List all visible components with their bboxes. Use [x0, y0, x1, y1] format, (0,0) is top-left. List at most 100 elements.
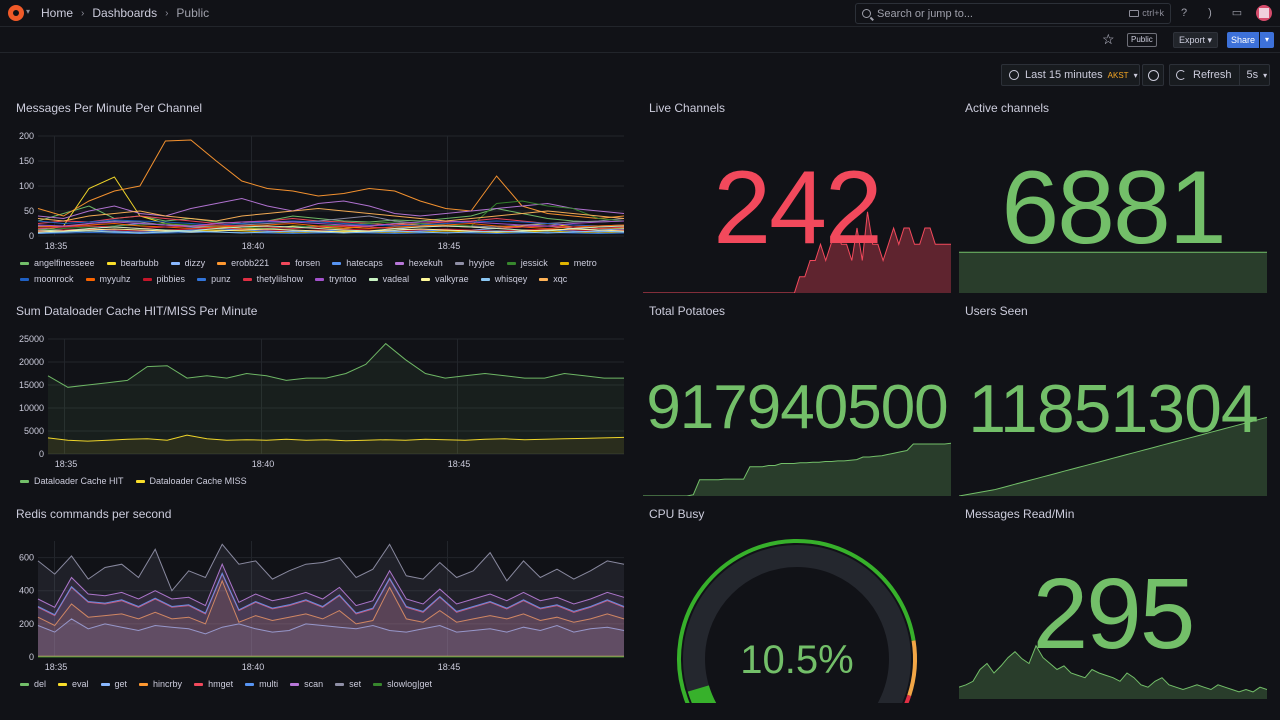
search-placeholder: Search or jump to... — [877, 7, 973, 20]
legend-item[interactable]: myyuhz — [85, 273, 131, 285]
monitor-icon[interactable]: ▭ — [1231, 7, 1243, 19]
y-tick-label: 200 — [19, 131, 34, 141]
legend-swatch — [20, 277, 29, 281]
panel-active-channels: Active channels 6881 — [959, 101, 1267, 293]
legend-item[interactable]: eval — [58, 678, 89, 690]
breadcrumb-home[interactable]: Home — [41, 6, 74, 20]
panel-title[interactable]: Sum Dataloader Cache HIT/MISS Per Minute — [16, 304, 258, 318]
messages-chart[interactable]: 0 50 100 150 200 18:35 18:40 18:45 — [16, 125, 628, 275]
legend-swatch — [290, 682, 300, 686]
series-line — [37, 228, 625, 233]
legend-item[interactable]: bearbubb — [106, 257, 159, 269]
legend-item[interactable]: Dataloader Cache MISS — [135, 475, 247, 487]
share-button[interactable]: Share — [1227, 32, 1259, 48]
panel-title[interactable]: Messages Per Minute Per Channel — [16, 101, 203, 115]
legend-label: tryntoo — [329, 274, 357, 284]
x-tick-label: 18:45 — [438, 241, 461, 251]
help-icon[interactable]: ? — [1180, 7, 1188, 19]
legend-item[interactable]: hexekuh — [394, 257, 443, 269]
total-potatoes-value: 917940500 — [646, 373, 948, 442]
legend-label: del — [34, 679, 47, 689]
time-range-picker[interactable]: Last 15 minutes AKST ▾ — [1001, 64, 1140, 86]
refresh-interval[interactable]: 5s — [1246, 69, 1259, 81]
series-line — [37, 139, 625, 220]
cache-legend: Dataloader Cache HIT Dataloader Cache MIS… — [20, 475, 620, 487]
legend-item[interactable]: forsen — [281, 257, 320, 269]
y-tick-label: 10000 — [19, 403, 44, 413]
legend-label: angelfinesseee — [34, 258, 95, 268]
legend-item[interactable]: vadeal — [368, 273, 409, 285]
cpu-gauge — [677, 539, 917, 703]
legend-item[interactable]: valkyrae — [421, 273, 469, 285]
legend-swatch — [332, 261, 342, 265]
y-tick-label: 150 — [19, 156, 34, 166]
legend-item[interactable]: pibbies — [142, 273, 186, 285]
legend-item[interactable]: erobb221 — [217, 257, 269, 269]
legend-swatch — [245, 682, 255, 686]
panel-title[interactable]: Messages Read/Min — [965, 507, 1075, 521]
chevron-down-icon[interactable]: ▾ — [26, 7, 31, 16]
sparkline — [959, 644, 1267, 693]
legend-label: valkyrae — [435, 274, 469, 284]
legend-item[interactable]: moonrock — [20, 273, 74, 285]
refresh-label: Refresh — [1193, 69, 1232, 81]
legend-item[interactable]: punz — [197, 273, 231, 285]
panel-title[interactable]: Active channels — [965, 101, 1050, 115]
legend-item[interactable]: slowlog|get — [373, 678, 432, 690]
sparkline — [643, 442, 951, 496]
series-line — [37, 225, 625, 232]
legend-item[interactable]: hincrby — [139, 678, 182, 690]
avatar[interactable] — [1256, 5, 1272, 21]
zoom-out-button[interactable] — [1142, 64, 1164, 86]
y-tick-label: 50 — [24, 206, 34, 216]
messages-read-value: 295 — [1032, 558, 1196, 670]
legend-item[interactable]: hmget — [194, 678, 233, 690]
grafana-logo-icon[interactable] — [8, 5, 24, 21]
legend-swatch — [170, 261, 180, 265]
legend-label: Dataloader Cache MISS — [149, 476, 247, 486]
legend-label: forsen — [295, 258, 321, 268]
legend-item[interactable]: jessick — [506, 257, 548, 269]
panel-title[interactable]: Live Channels — [649, 101, 726, 115]
panel-title[interactable]: Total Potatoes — [649, 304, 726, 318]
star-icon[interactable]: ☆ — [1102, 31, 1115, 47]
legend-item[interactable]: hyyjoe — [454, 257, 495, 269]
legend-item[interactable]: get — [100, 678, 127, 690]
legend-item[interactable]: set — [335, 678, 361, 690]
panel-users-seen: Users Seen 11851304 — [959, 304, 1267, 496]
legend-item[interactable]: whisqey — [480, 273, 527, 285]
share-dropdown-icon[interactable]: ▾ — [1260, 32, 1274, 48]
legend-item[interactable]: scan — [290, 678, 323, 690]
refresh-button[interactable]: Refresh 5s ▾ — [1169, 64, 1270, 86]
legend-item[interactable]: tryntoo — [315, 273, 357, 285]
legend-swatch — [315, 277, 325, 281]
export-button[interactable]: Export ▾ — [1173, 32, 1219, 48]
legend-swatch — [480, 277, 490, 281]
legend-item[interactable]: xqc — [539, 273, 567, 285]
panel-title[interactable]: Redis commands per second — [16, 507, 172, 521]
redis-chart[interactable]: 0 200 400 600 18:35 18:40 18:45 — [16, 531, 628, 681]
legend-swatch — [368, 277, 378, 281]
search-input[interactable]: Search or jump to... ctrl+k — [855, 3, 1171, 24]
keyboard-icon — [1129, 9, 1140, 17]
legend-label: pibbies — [156, 274, 186, 284]
legend-label: multi — [259, 679, 279, 689]
breadcrumb-dashboards[interactable]: Dashboards — [92, 6, 158, 20]
rss-icon[interactable]: ) — [1208, 7, 1212, 19]
legend-item[interactable]: metro — [559, 257, 597, 269]
panel-title[interactable]: Users Seen — [965, 304, 1028, 318]
x-tick-label: 18:35 — [45, 241, 68, 251]
legend-item[interactable]: thetylilshow — [242, 273, 303, 285]
legend-label: hatecaps — [346, 258, 383, 268]
legend-item[interactable]: multi — [245, 678, 278, 690]
legend-item[interactable]: dizzy — [170, 257, 205, 269]
panel-title[interactable]: CPU Busy — [649, 507, 705, 521]
legend-item[interactable]: del — [20, 678, 46, 690]
cache-chart[interactable]: 0 5000 10000 15000 20000 25000 18:35 18:40 18:45 — [16, 328, 628, 478]
legend-item[interactable]: Dataloader Cache HIT — [20, 475, 124, 487]
panel-messages-per-minute: Messages Per Minute Per Channel 0 50 100 15… — [16, 101, 628, 291]
legend-item[interactable]: angelfinesseee — [20, 257, 95, 269]
legend-label: slowlog|get — [387, 679, 432, 689]
legend-item[interactable]: hatecaps — [332, 257, 383, 269]
legend-swatch — [20, 261, 29, 265]
